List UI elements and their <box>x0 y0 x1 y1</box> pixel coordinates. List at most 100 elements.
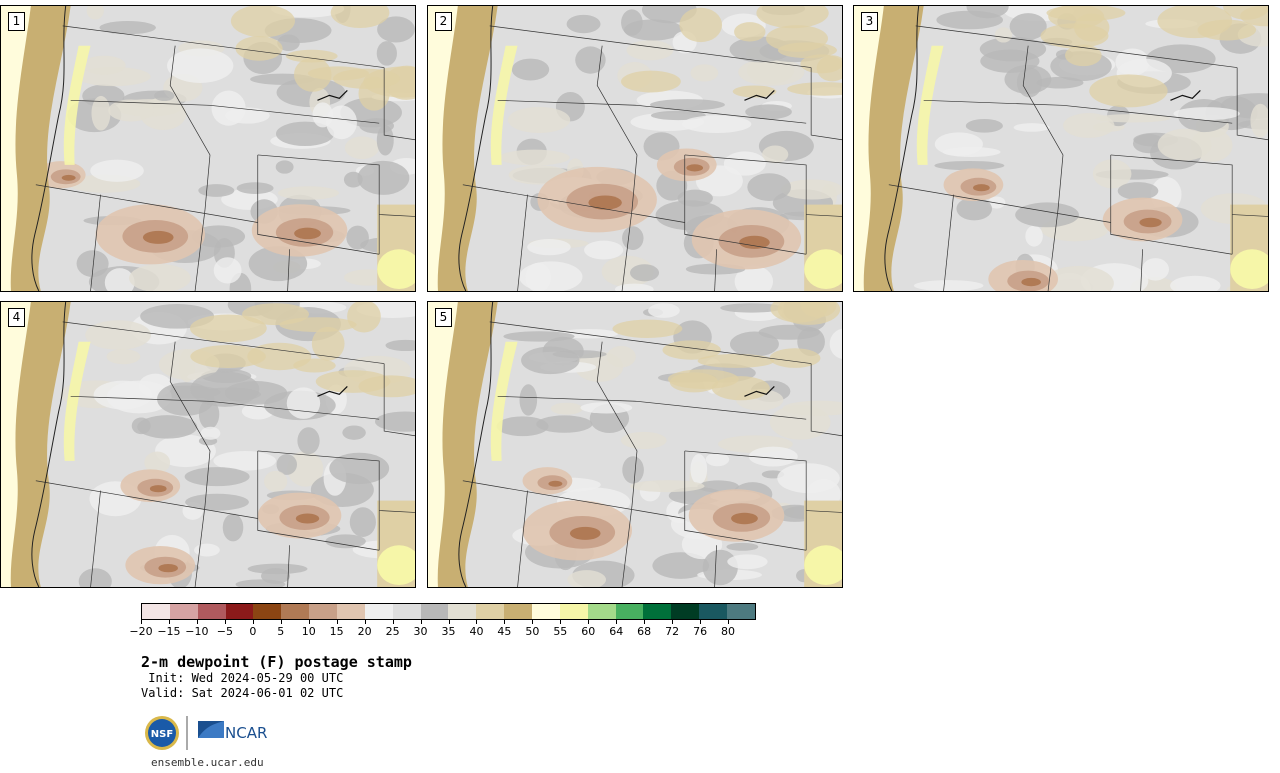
dewpoint-contour <box>690 453 708 485</box>
dewpoint-contour <box>377 545 415 586</box>
dewpoint-contour <box>198 399 220 430</box>
dewpoint-contour <box>61 174 76 181</box>
dewpoint-map-1 <box>1 6 415 291</box>
dewpoint-contour <box>738 58 805 86</box>
dewpoint-contour <box>261 568 291 584</box>
state-border <box>70 395 211 402</box>
state-border <box>90 490 101 587</box>
dewpoint-contour <box>357 160 410 195</box>
dewpoint-contour <box>1230 249 1268 290</box>
colorbar-tick <box>392 620 394 624</box>
colorbar-swatch <box>420 604 449 619</box>
dewpoint-contour <box>584 240 624 260</box>
dewpoint-contour <box>184 467 250 487</box>
dewpoint-contour <box>1157 128 1212 161</box>
dewpoint-contour <box>137 415 198 439</box>
state-border <box>379 510 415 513</box>
dewpoint-contour <box>781 179 842 200</box>
colorbar-tick <box>308 620 310 624</box>
dewpoint-contour <box>349 507 376 537</box>
dewpoint-contour <box>686 164 704 172</box>
dewpoint-contour <box>490 45 518 165</box>
dewpoint-contour <box>1009 13 1047 40</box>
dewpoint-contour <box>1063 113 1115 138</box>
coastline <box>458 302 494 587</box>
dewpoint-contour <box>377 16 415 43</box>
dewpoint-contour <box>730 331 779 357</box>
map-panel-3: 3 <box>853 5 1269 292</box>
dewpoint-contour <box>347 302 381 333</box>
state-border <box>596 45 638 210</box>
map-panel-5: 5 <box>427 301 843 588</box>
dewpoint-contour <box>499 149 570 166</box>
state-border <box>923 99 1064 106</box>
dewpoint-contour <box>519 261 583 291</box>
dewpoint-contour <box>167 48 234 83</box>
colorbar-tick <box>448 620 450 624</box>
colorbar-tick-label: 0 <box>249 625 257 638</box>
dewpoint-contour <box>1015 202 1079 228</box>
dewpoint-contour <box>194 543 220 557</box>
dewpoint-contour <box>734 265 774 291</box>
colorbar-tick-label: 15 <box>329 625 344 638</box>
dewpoint-contour <box>567 570 607 587</box>
dewpoint-contour <box>90 159 144 182</box>
state-border <box>714 249 717 291</box>
dewpoint-contour <box>1065 44 1102 67</box>
state-border <box>383 67 415 141</box>
dewpoint-contour <box>705 452 730 467</box>
dewpoint-contour <box>213 450 277 471</box>
colorbar-swatch <box>309 604 338 619</box>
dewpoint-contour <box>490 341 518 461</box>
colorbar-tick <box>560 620 562 624</box>
state-border <box>684 450 807 551</box>
state-border <box>489 25 812 68</box>
dewpoint-contour <box>588 195 622 210</box>
dewpoint-contour <box>1170 275 1221 291</box>
state-border <box>517 490 528 587</box>
dewpoint-contour <box>279 317 357 333</box>
dewpoint-contour <box>662 340 721 360</box>
ocean <box>428 6 458 291</box>
state-border <box>70 99 211 106</box>
colorbar-swatch <box>699 604 728 619</box>
state-border <box>257 154 380 255</box>
dewpoint-contour <box>1092 159 1132 189</box>
dewpoint-contour <box>189 314 267 343</box>
dewpoint-contour <box>782 400 842 416</box>
colorbar-swatch <box>169 604 198 619</box>
state-border <box>169 341 211 506</box>
colorbar-tick <box>196 620 198 624</box>
dewpoint-contour <box>723 151 766 176</box>
colorbar-tick <box>728 620 730 624</box>
dewpoint-contour <box>679 7 723 43</box>
dewpoint-contour <box>1089 74 1168 108</box>
panel-label: 4 <box>8 308 25 327</box>
colorbar-tick <box>252 620 254 624</box>
dewpoint-contour <box>739 235 770 249</box>
colorbar-tick <box>700 620 702 624</box>
dewpoint-contour <box>569 526 601 540</box>
dewpoint-contour <box>190 371 260 407</box>
dewpoint-contour <box>1021 277 1041 287</box>
state-border <box>462 480 685 519</box>
dewpoint-contour <box>496 416 549 437</box>
map-panel-2: 2 <box>427 5 843 292</box>
dewpoint-contour <box>312 102 333 128</box>
dewpoint-contour <box>385 339 415 352</box>
coastline <box>31 6 67 291</box>
dewpoint-contour <box>536 415 593 433</box>
dewpoint-contour <box>342 425 366 440</box>
state-border <box>35 480 258 519</box>
colorbar-swatch <box>615 604 644 619</box>
dewpoint-contour <box>1173 107 1240 121</box>
state-border <box>806 214 842 217</box>
dewpoint-contour <box>829 328 842 359</box>
dewpoint-contour <box>787 82 842 96</box>
state-border <box>915 25 1238 68</box>
dewpoint-contour <box>734 22 766 42</box>
dewpoint-contour <box>358 375 415 398</box>
state-border <box>1110 154 1233 255</box>
dewpoint-contour <box>747 173 791 201</box>
colorbar-tick <box>616 620 618 624</box>
